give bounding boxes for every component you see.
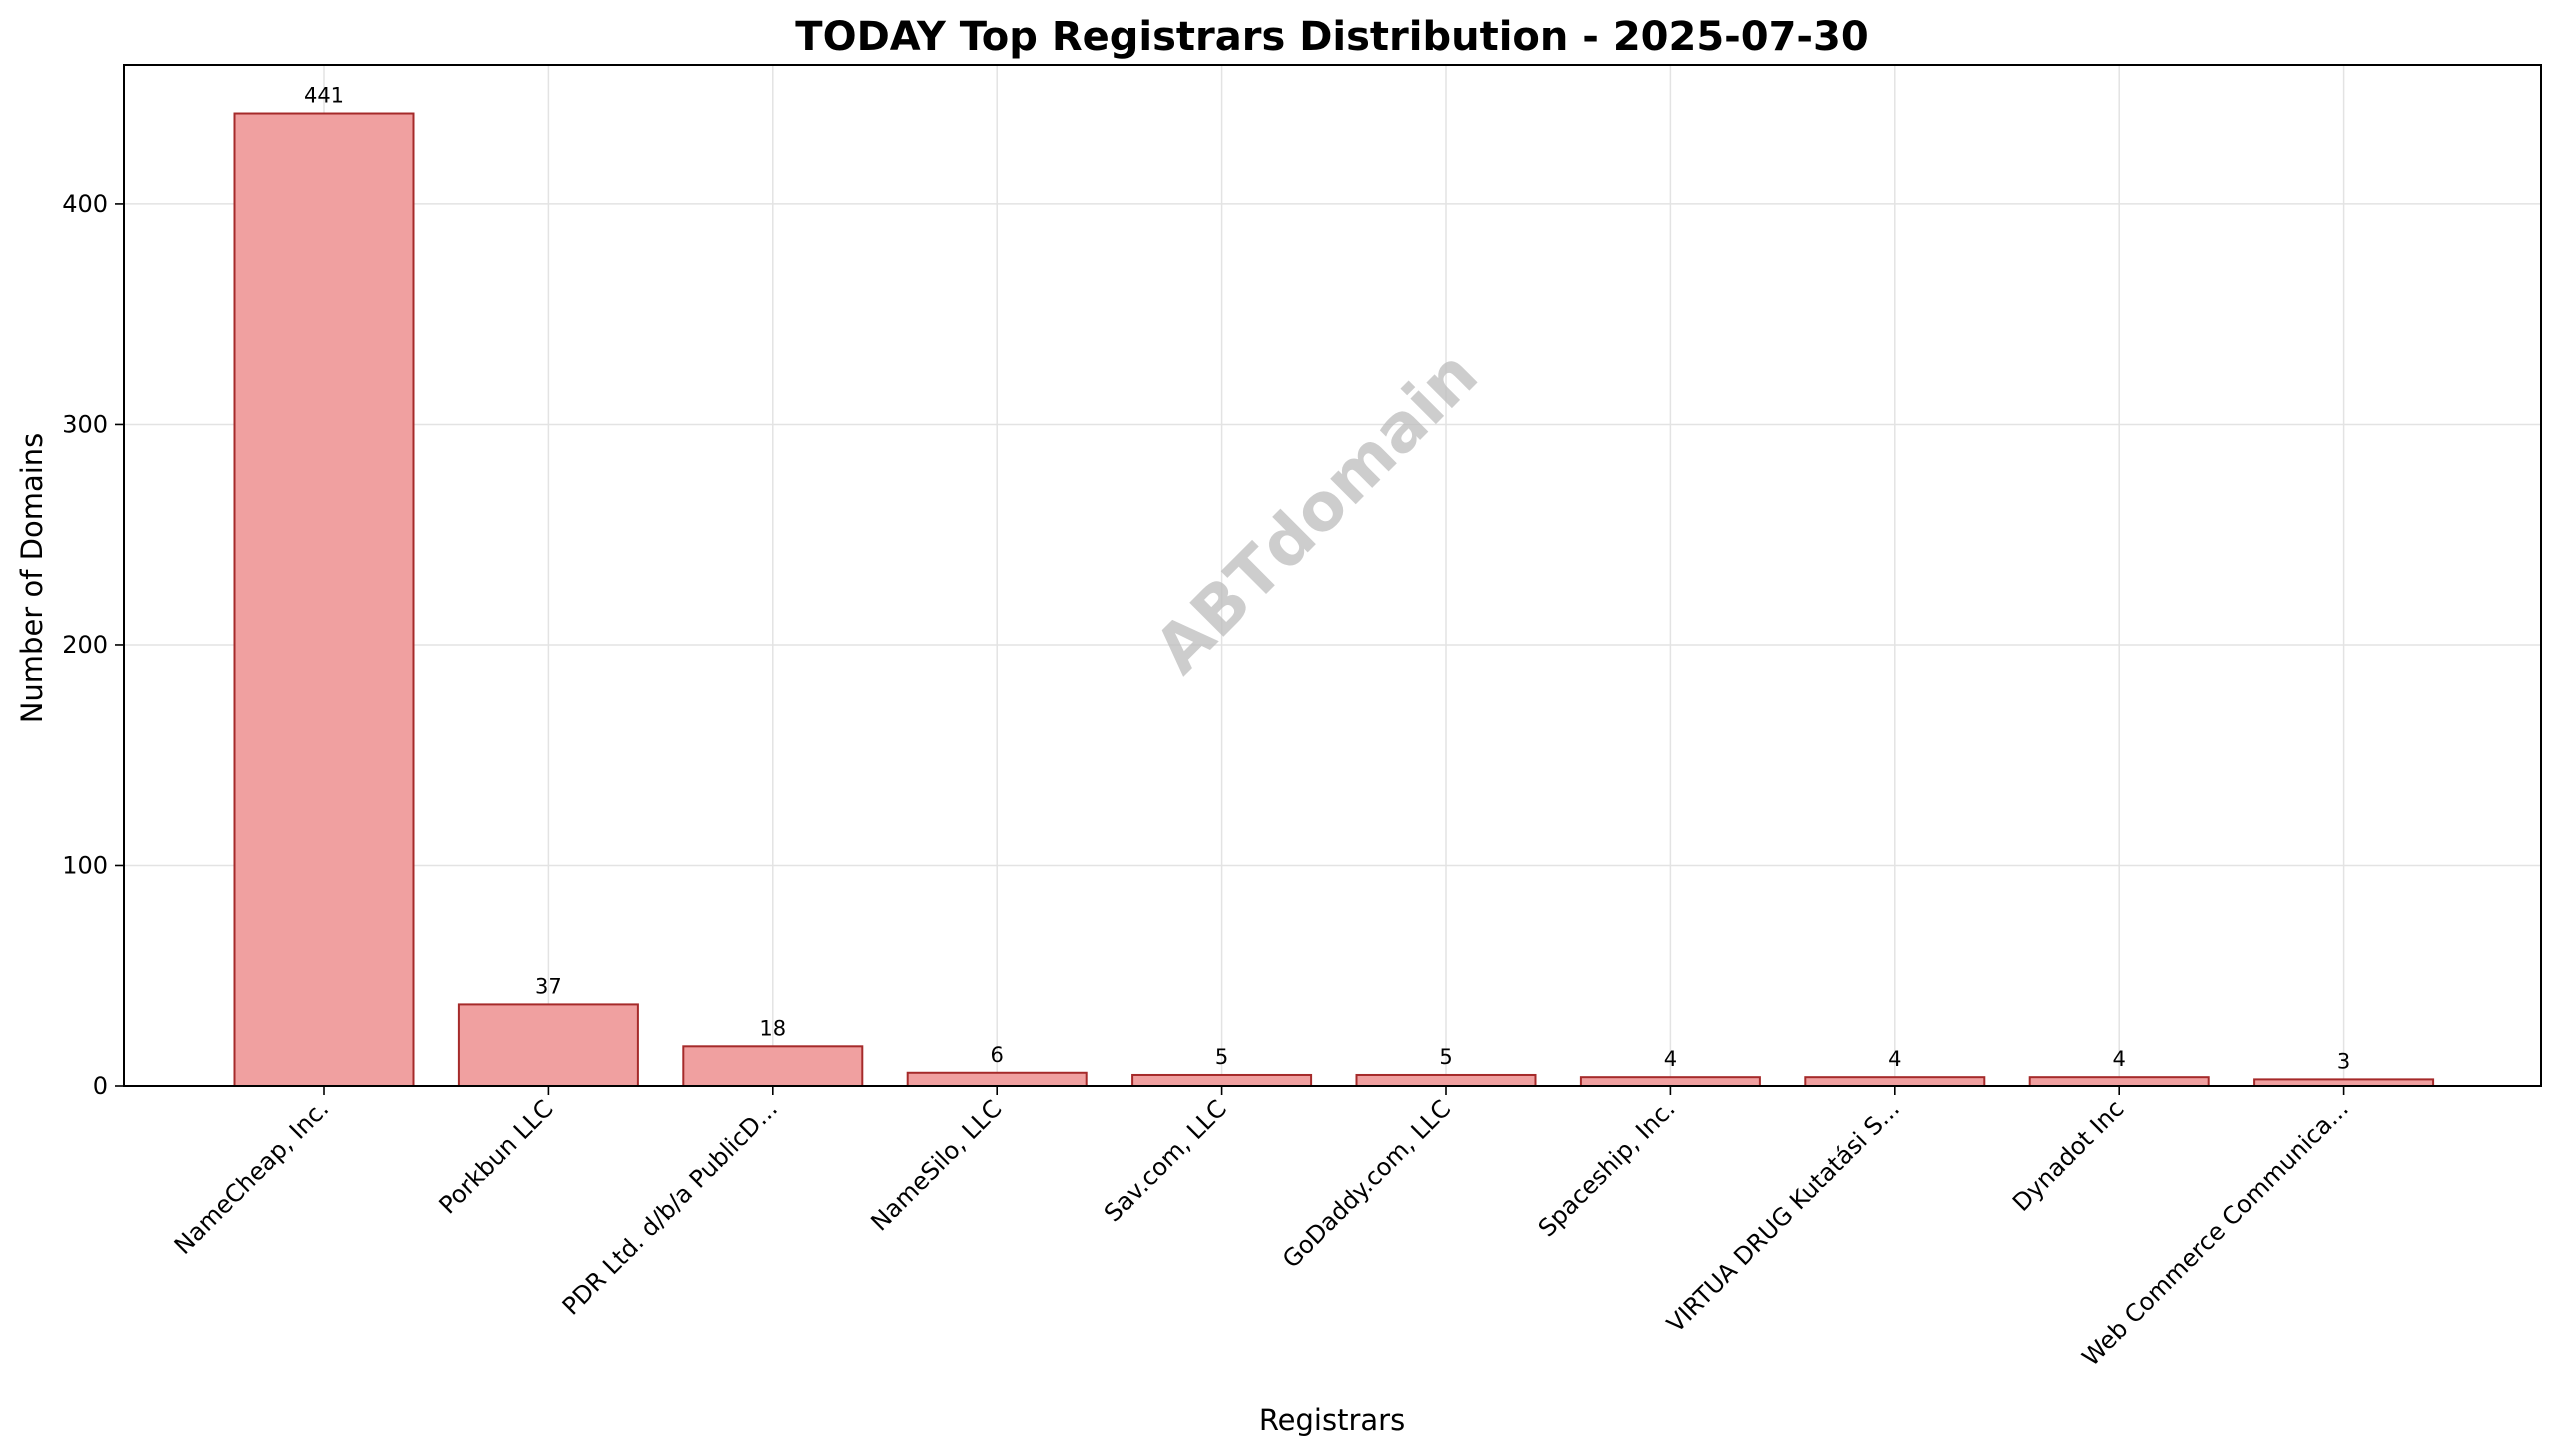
bar [906, 1071, 1088, 1088]
watermark-layer: ABTdomain [1140, 336, 1493, 689]
x-tick-label: Dynadot Inc [2007, 1094, 2129, 1216]
bar [1579, 1076, 1761, 1088]
bar-value-label: 4 [1664, 1047, 1677, 1071]
bar-value-label: 3 [2337, 1049, 2350, 1073]
bar-value-label: 6 [991, 1043, 1004, 1067]
bar [457, 1003, 639, 1087]
bar-value-label: 441 [304, 84, 344, 108]
bar-value-label: 37 [535, 974, 562, 998]
bar [682, 1045, 864, 1087]
y-tick-label: 200 [62, 631, 108, 659]
bar-value-label: 4 [2113, 1047, 2126, 1071]
axes: 0 100 200 300 400 NameCheap, Inc. Porkbun LLCP… [62, 64, 2542, 1372]
x-tick-label: Sav.com, LLC [1099, 1094, 1232, 1227]
x-tick-label: PDR Ltd. d/b/a PublicD... [557, 1094, 783, 1320]
bar-value-label: 4 [1888, 1047, 1901, 1071]
bar-value-label: 18 [759, 1016, 786, 1040]
x-tick-label: Porkbun LLC [434, 1094, 559, 1219]
bar [1804, 1076, 1986, 1088]
x-tick-label: GoDaddy.com, LLC [1277, 1094, 1456, 1273]
x-tick-label: NameCheap, Inc. [169, 1094, 334, 1259]
bar [2028, 1076, 2210, 1088]
bar-value-label: 5 [1439, 1045, 1452, 1069]
x-tick-label: Spaceship, Inc. [1533, 1094, 1681, 1242]
chart-title: TODAY Top Registrars Distribution - 2025… [795, 14, 1868, 60]
x-tick-label: VIRTUA DRUG Kutatási S... [1661, 1094, 1905, 1338]
watermark: ABTdomain [1140, 336, 1493, 689]
grid [124, 65, 2541, 1087]
y-tick-label: 100 [62, 851, 108, 879]
bar [233, 112, 415, 1087]
bar-value-label: 5 [1215, 1045, 1228, 1069]
y-tick-label: 400 [62, 190, 108, 218]
bars: 441 37 18 6 5 5 4 4 4 3 [233, 84, 2435, 1088]
bar [1355, 1073, 1537, 1088]
y-tick-label: 0 [93, 1072, 108, 1100]
y-tick-label: 300 [62, 410, 108, 438]
x-axis-title: Registrars [1259, 1403, 1405, 1437]
x-tick-label: NameSilo, LLC [865, 1094, 1007, 1236]
plot-frame [123, 64, 2542, 1087]
y-axis-title: Number of Domains [15, 433, 49, 724]
x-tick-label: Web Commerce Communica... [2077, 1094, 2354, 1371]
bar [1131, 1073, 1313, 1088]
